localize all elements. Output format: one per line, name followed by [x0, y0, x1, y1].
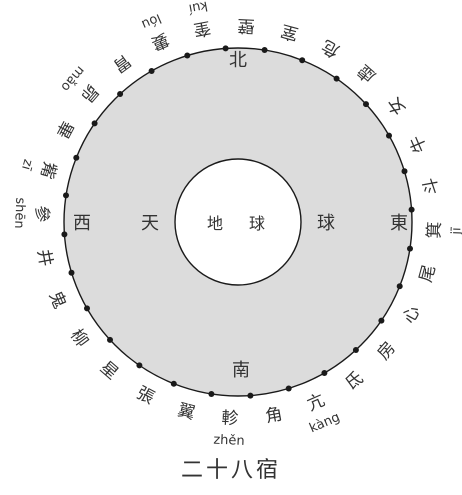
mansion-label: 女 [384, 93, 410, 119]
mansion-boundary-dot [386, 132, 392, 139]
mansion-boundary-dot [117, 91, 124, 97]
mansion-boundary-dot [68, 269, 75, 276]
earth-ball-label: 球 [249, 214, 265, 233]
mansion-pinyin: lóu [139, 10, 163, 32]
mansion-label: 牛 [406, 132, 431, 156]
mansion-boundary-dot [285, 385, 292, 392]
mansion-label: 柳 [66, 326, 92, 352]
mansion-boundary-dot [63, 192, 69, 199]
mansion-boundary-dot [208, 391, 215, 397]
mansion-boundary-dot [407, 245, 413, 252]
mansion-label: 參 [31, 205, 52, 223]
mansion-pinyin: kuí [187, 0, 209, 16]
mansion-boundary-dot [363, 101, 369, 108]
mansion-pinyin: zī [18, 157, 35, 171]
mansion-label: 張 [133, 383, 157, 409]
mansion-label: 房 [374, 338, 400, 364]
mansion-label: 尾 [416, 263, 440, 285]
mansion-boundary-dot [184, 52, 191, 59]
mansion-label: 亢 [304, 390, 328, 415]
mansion-label: 井 [33, 248, 56, 268]
mansion-boundary-dot [261, 47, 268, 53]
mansion-boundary-dot [408, 206, 415, 213]
mansion-label: 箕 [424, 221, 445, 239]
mansion-boundary-dot [170, 380, 177, 387]
mansion-label: 翼 [175, 400, 197, 424]
mansion-label: 婁 [148, 29, 172, 54]
mansion-label: 氐 [342, 368, 368, 394]
mansion-pinyin: shēn [11, 197, 27, 229]
mansion-label: 虛 [354, 60, 380, 86]
mansion-boundary-dot [352, 347, 359, 353]
mansion-boundary-dot [148, 68, 155, 74]
mansion-boundary-dot [247, 392, 254, 399]
mansion-label: 角 [264, 404, 284, 427]
direction-north: 北 [229, 50, 247, 71]
mansion-label: 斗 [420, 176, 443, 196]
earth-label: 地 [207, 214, 223, 233]
direction-south: 南 [232, 360, 250, 381]
mansion-label: 奎 [192, 17, 212, 40]
mansion-label: 壁 [237, 15, 255, 36]
mansion-label: 鬼 [45, 288, 70, 312]
sky-label: 天 [141, 213, 159, 234]
mansion-boundary-dot [378, 317, 385, 324]
mansion-label: 星 [96, 358, 122, 384]
mansion-boundary-dot [84, 305, 90, 312]
mansion-boundary-dot [222, 45, 229, 52]
mansion-boundary-dot [107, 336, 113, 343]
earth-circle [174, 158, 302, 286]
mansion-label: 胃 [109, 50, 135, 76]
mansion-pinyin: jī [449, 227, 462, 236]
mansion-boundary-dot [136, 362, 143, 369]
mansion-boundary-dot [299, 57, 306, 64]
mansion-boundary-dot [321, 370, 328, 376]
mansion-boundary-dot [61, 231, 68, 238]
mansion-label: 軫 [221, 408, 239, 429]
mansion-label: 觜 [36, 159, 60, 181]
mansion-label: 昴 [76, 80, 102, 106]
sky-ball-label: 球 [317, 213, 335, 234]
mansion-boundary-dot [396, 283, 403, 290]
mansion-label: 室 [279, 20, 301, 44]
mansion-boundary-dot [333, 75, 340, 82]
direction-west: 西 [73, 213, 91, 234]
mansion-pinyin: zhěn [213, 433, 245, 449]
mansion-label: 畢 [51, 117, 77, 141]
mansion-boundary-dot [73, 154, 80, 161]
mansion-label: 心 [399, 302, 425, 326]
mansion-label: 危 [318, 35, 342, 61]
direction-east: 東 [390, 213, 408, 234]
mansion-boundary-dot [401, 168, 408, 175]
mansion-boundary-dot [91, 120, 98, 127]
diagram-caption: 二十八宿 [180, 458, 281, 483]
